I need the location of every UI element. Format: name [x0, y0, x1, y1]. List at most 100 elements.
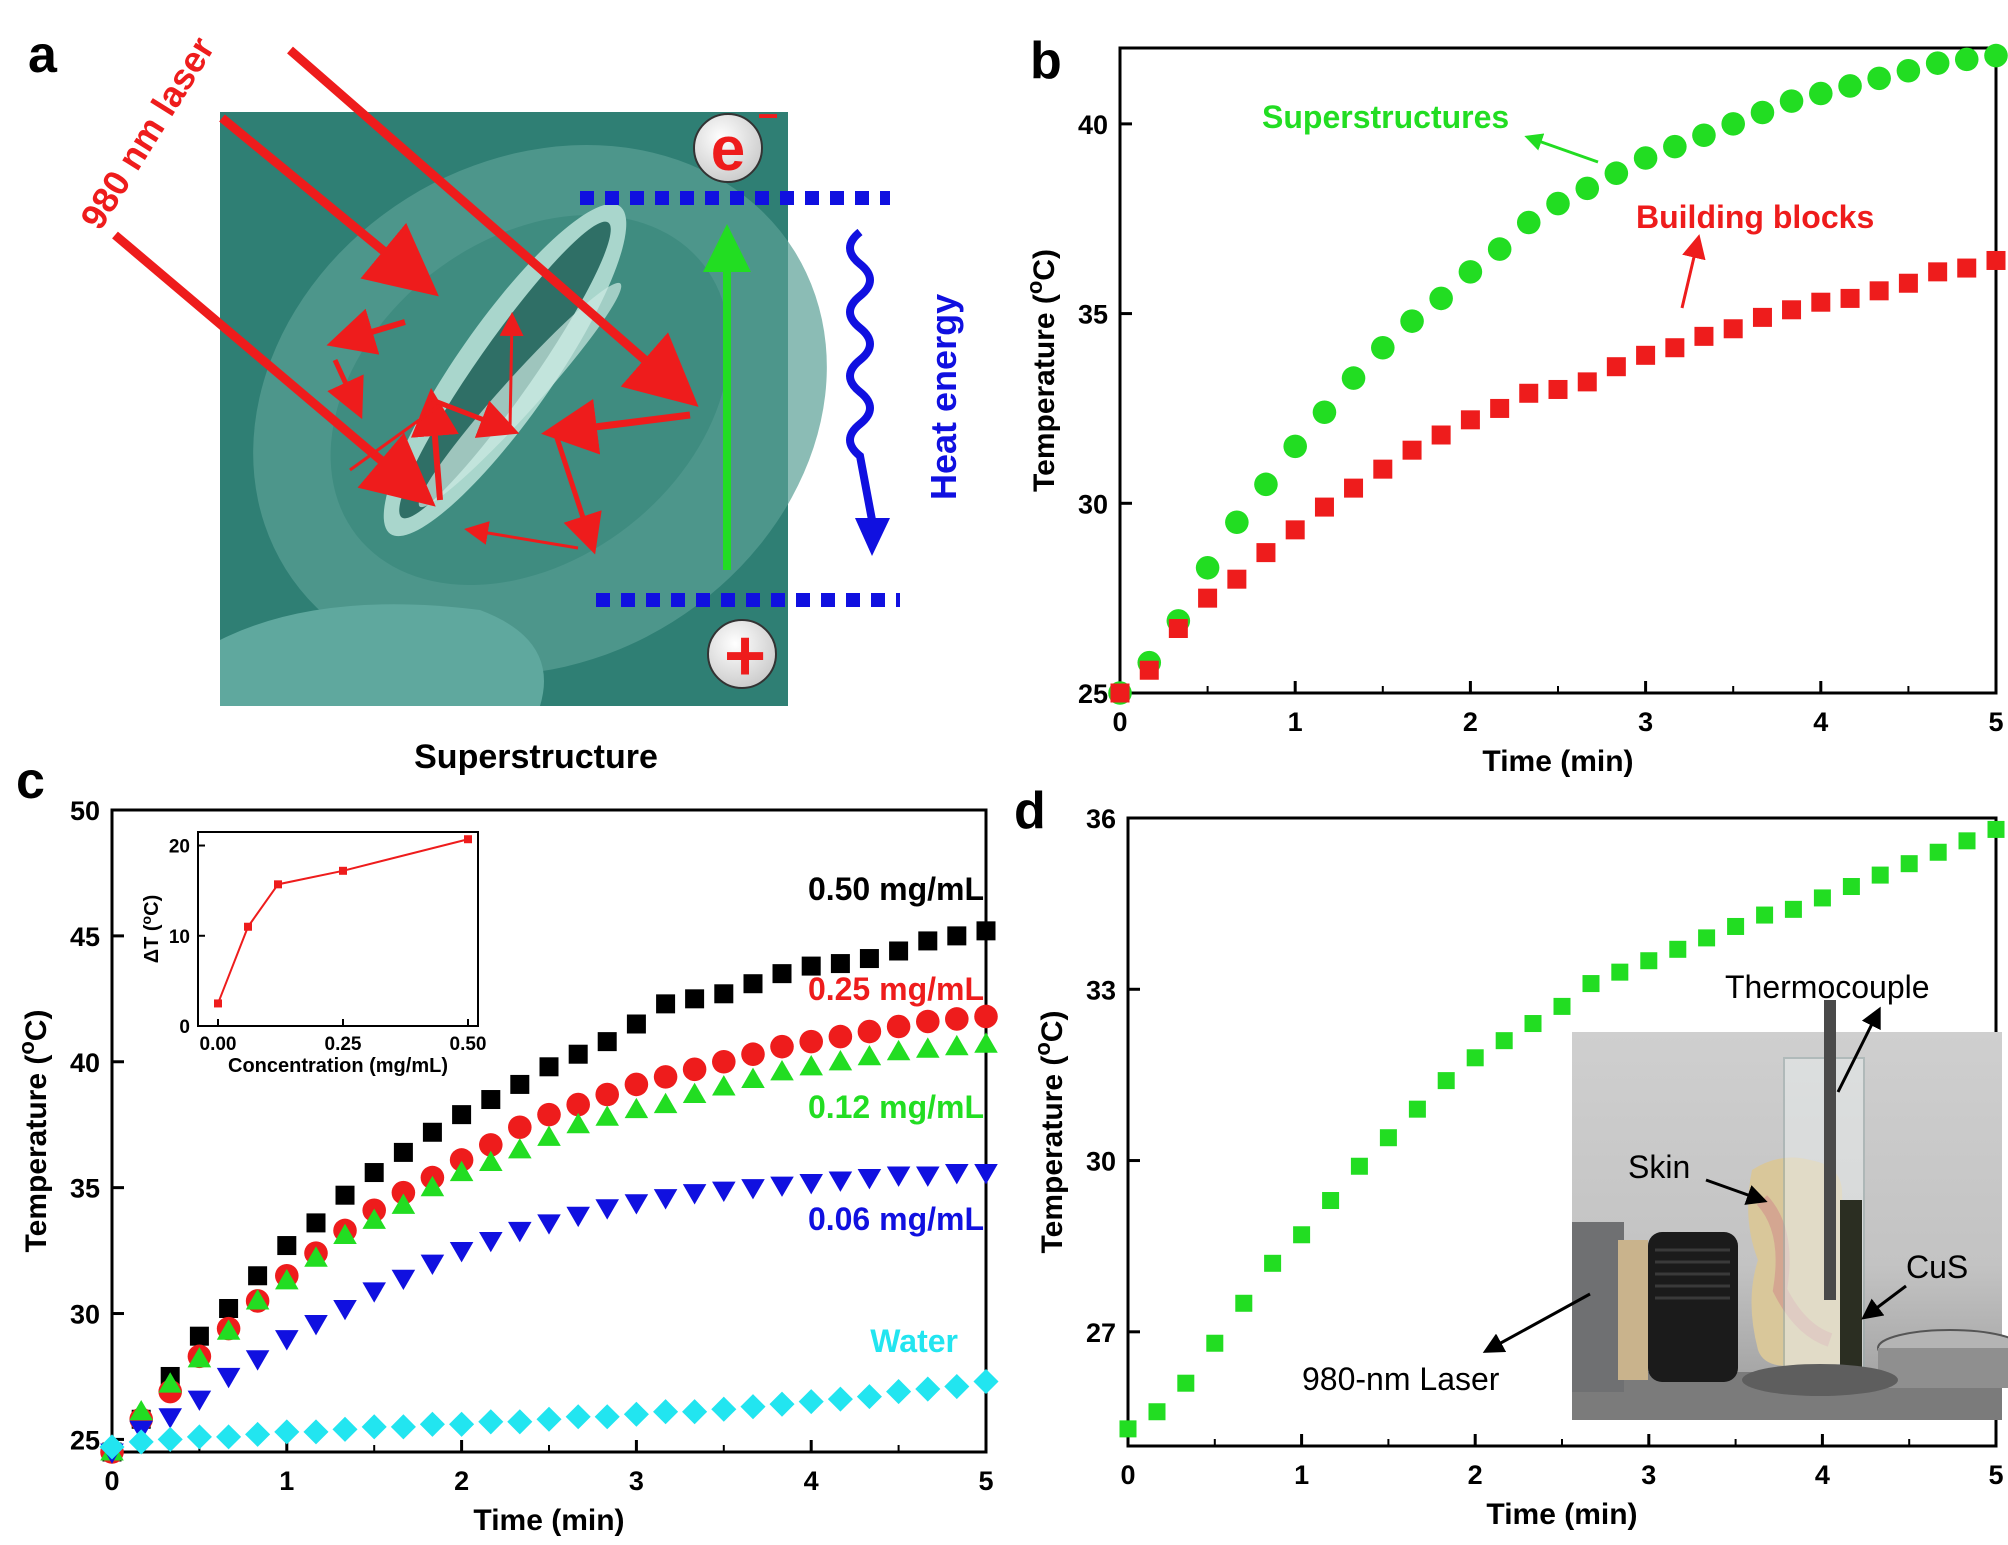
data-point	[245, 1289, 270, 1310]
data-point	[1110, 683, 1130, 703]
data-point	[886, 1014, 911, 1039]
data-point	[830, 954, 850, 974]
data-point	[711, 1396, 737, 1422]
data-point	[508, 1115, 532, 1140]
data-point	[566, 1092, 590, 1117]
data-point	[1838, 74, 1862, 98]
data-point	[857, 1044, 882, 1066]
heat-arrow-head	[855, 518, 890, 556]
data-point	[306, 1213, 326, 1233]
x-tick-label: 4	[1815, 1460, 1830, 1490]
data-point	[1813, 889, 1831, 907]
x-axis-title: Time (min)	[1482, 745, 1633, 778]
y-tick-label: 30	[1086, 1147, 1116, 1177]
panel-letter-c: c	[16, 752, 45, 810]
y-tick-label: 35	[1078, 300, 1108, 330]
data-point	[1458, 260, 1483, 284]
data-point	[1640, 952, 1658, 970]
data-point	[1256, 543, 1276, 563]
data-point	[1350, 1157, 1368, 1175]
inset-y-tick-label: 10	[169, 927, 190, 948]
data-point	[1437, 1072, 1455, 1090]
lower-lobe	[220, 604, 544, 706]
data-point	[1669, 940, 1687, 958]
data-point	[332, 1416, 358, 1442]
inset-x-tick-label: 0.50	[450, 1034, 487, 1055]
data-point	[449, 1148, 474, 1172]
series-building-blocks	[1110, 250, 2006, 703]
data-point	[799, 1029, 823, 1054]
y-tick-label: 35	[70, 1174, 100, 1204]
data-point	[1582, 975, 1600, 993]
data-point	[1721, 112, 1745, 136]
inset-data-point	[339, 866, 347, 875]
data-point	[1119, 1420, 1137, 1438]
data-point	[303, 1419, 329, 1445]
data-point	[1925, 51, 1950, 75]
data-point	[945, 1163, 969, 1185]
data-point	[566, 1112, 590, 1134]
laser-arrow-1	[219, 114, 439, 297]
data-point	[595, 1105, 619, 1126]
heat-wave-icon	[846, 228, 876, 521]
data-point	[245, 1421, 271, 1447]
data-point	[1954, 47, 1979, 72]
heat-label: Heat energy	[923, 294, 964, 500]
data-point	[1460, 410, 1480, 430]
cus-liquid	[1840, 1200, 1862, 1368]
data-point	[624, 1194, 649, 1215]
data-point	[362, 1282, 386, 1303]
data-point	[275, 1330, 299, 1351]
laser-arrow-3	[112, 231, 436, 507]
data-point	[508, 1221, 532, 1243]
data-point	[1896, 58, 1921, 83]
data-point	[1408, 1100, 1426, 1118]
data-point	[1752, 307, 1772, 327]
data-point	[624, 1097, 649, 1119]
data-point	[245, 1350, 270, 1371]
data-point	[1611, 963, 1629, 981]
data-point	[741, 1067, 765, 1088]
data-point	[857, 1019, 882, 1044]
x-tick-label: 5	[978, 1466, 993, 1496]
data-point	[915, 1376, 941, 1402]
y-tick-label: 30	[70, 1300, 100, 1330]
y-tick-label: 36	[1086, 804, 1116, 834]
data-point	[827, 1386, 853, 1412]
x-axis-title: Time (min)	[473, 1504, 624, 1537]
data-point	[1254, 472, 1278, 497]
data-point	[682, 1184, 707, 1205]
building-blocks-pointer	[1680, 234, 1706, 309]
data-point	[916, 1009, 940, 1034]
electron-label: e	[711, 115, 745, 184]
data-point	[1900, 855, 1918, 873]
data-point	[772, 964, 792, 984]
data-point	[594, 1404, 620, 1430]
data-point	[1898, 273, 1918, 293]
thermocouple-pointer	[1836, 1006, 1881, 1093]
schematic-panel: 980 nm laser e − + Heat energy Superstru…	[72, 30, 964, 776]
data-point	[536, 1406, 562, 1432]
data-point	[712, 1049, 736, 1074]
data-point	[274, 1419, 300, 1445]
data-point	[1206, 1334, 1224, 1352]
x-tick-label: 1	[1288, 707, 1303, 737]
series-data	[1119, 820, 2005, 1438]
stand-base	[1878, 1348, 2008, 1388]
data-point	[419, 1411, 445, 1437]
data-point	[452, 1105, 472, 1125]
data-point	[507, 1409, 533, 1435]
y-tick-label: 50	[70, 796, 100, 826]
data-point	[1198, 588, 1218, 608]
schematic-caption: Superstructure	[414, 738, 658, 776]
data-point	[1495, 1032, 1513, 1050]
data-point	[479, 1231, 503, 1253]
data-point	[1665, 338, 1685, 358]
x-tick-label: 3	[1641, 1460, 1656, 1490]
data-point	[974, 1032, 998, 1053]
data-point	[799, 1055, 823, 1076]
data-point	[128, 1429, 154, 1455]
x-tick-label: 4	[1813, 707, 1828, 737]
data-point	[361, 1414, 387, 1440]
x-tick-label: 2	[454, 1466, 469, 1496]
